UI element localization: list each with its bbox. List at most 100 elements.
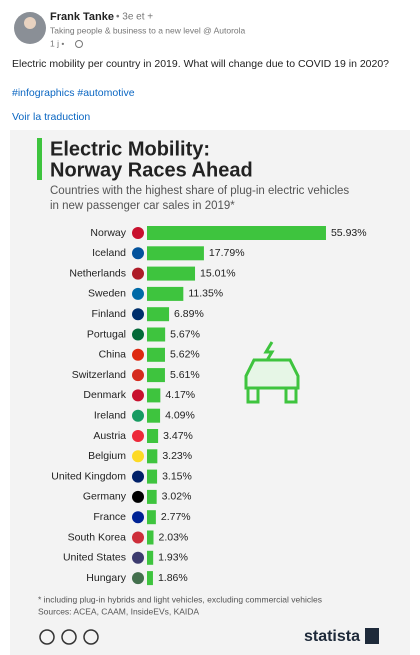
flag (132, 328, 144, 341)
value-label: 3.23% (162, 450, 192, 462)
category-label: China (99, 349, 127, 361)
flag (132, 450, 144, 463)
bar (147, 449, 158, 464)
category-label: Iceland (92, 247, 126, 259)
car-wheel (284, 386, 298, 404)
car-wheel (246, 386, 260, 404)
bar (147, 266, 196, 281)
bar (147, 530, 154, 545)
car-icon (244, 341, 300, 404)
flag (132, 369, 144, 382)
value-label: 2.03% (158, 531, 188, 543)
value-label: 17.79% (209, 247, 245, 259)
nd-icon (83, 629, 99, 645)
title-accent (37, 138, 42, 180)
value-label: 5.61% (170, 369, 200, 381)
value-label: 55.93% (331, 227, 367, 239)
value-label: 15.01% (200, 267, 236, 279)
value-label: 4.09% (165, 409, 195, 421)
flag (132, 308, 144, 321)
bar (147, 550, 154, 565)
chart-title: Norway Races Ahead (50, 159, 253, 181)
category-label: South Korea (68, 531, 127, 543)
category-label: France (93, 511, 126, 523)
logo-mark (365, 628, 379, 644)
flag (132, 389, 144, 402)
license-icons (39, 629, 99, 645)
hashtags[interactable]: #infographics #automotive (12, 87, 135, 99)
value-label: 3.02% (162, 491, 192, 503)
bar (147, 388, 161, 403)
value-label: 4.17% (165, 389, 195, 401)
bar (147, 469, 158, 484)
post-time: 1 j • (50, 38, 64, 48)
bar (147, 307, 170, 322)
bar (147, 327, 166, 342)
bar (147, 571, 153, 586)
chart-subtitle: in new passenger car sales in 2019* (50, 200, 235, 212)
bar (147, 286, 184, 301)
logo: statista (304, 628, 360, 645)
chart-subtitle: Countries with the highest share of plug… (50, 185, 349, 197)
translate-link[interactable]: Voir la traduction (12, 111, 90, 123)
value-label: 6.89% (174, 308, 204, 320)
flag (132, 572, 144, 585)
bar (147, 226, 326, 240)
bar (147, 429, 159, 443)
avatar-face (24, 17, 36, 29)
cc-icon (39, 629, 55, 645)
footnote: * including plug-in hybrids and light ve… (38, 594, 322, 604)
category-label: Germany (83, 491, 127, 503)
post-text: Electric mobility per country in 2019. W… (12, 58, 389, 70)
headline: Taking people & business to a new level … (50, 25, 246, 35)
category-label: Denmark (83, 389, 126, 401)
flag (132, 470, 144, 483)
value-label: 5.62% (170, 349, 200, 361)
chart-title: Electric Mobility: (50, 138, 210, 160)
flag (132, 490, 144, 503)
value-label: 1.93% (158, 552, 188, 564)
flag (132, 227, 144, 239)
by-icon (61, 629, 77, 645)
category-label: Sweden (88, 288, 126, 300)
category-label: Netherlands (69, 267, 126, 279)
flag (132, 267, 144, 280)
bar (147, 489, 157, 504)
category-label: United States (63, 552, 126, 564)
category-label: Austria (93, 430, 126, 442)
category-label: Finland (92, 308, 127, 320)
category-label: Portugal (87, 328, 126, 340)
bar (147, 408, 161, 423)
value-label: 3.15% (162, 470, 192, 482)
category-label: Ireland (94, 409, 126, 421)
author-name[interactable]: Frank Tanke (50, 11, 114, 23)
car-body (244, 358, 300, 390)
value-label: 5.67% (170, 328, 200, 340)
flag (132, 511, 144, 524)
infographic (10, 130, 410, 655)
flag (132, 287, 144, 300)
bar (147, 510, 156, 525)
bar (147, 347, 165, 362)
category-label: Belgium (88, 450, 126, 462)
value-label: 2.77% (161, 511, 191, 523)
globe-icon (75, 40, 83, 48)
value-label: 3.47% (163, 430, 193, 442)
category-label: Norway (90, 227, 126, 239)
value-label: 11.35% (188, 288, 223, 300)
flag (132, 551, 144, 564)
chart: Electric Mobility:Norway Races Ahead Coun… (38, 138, 367, 645)
flag (132, 247, 144, 260)
category-label: Hungary (86, 572, 126, 584)
category-label: Switzerland (72, 369, 126, 381)
category-label: United Kingdom (51, 470, 126, 482)
flag (132, 430, 144, 442)
bar (147, 246, 204, 261)
bolt (263, 341, 275, 363)
flag (132, 348, 144, 361)
bar (147, 368, 165, 383)
value-label: 1.86% (158, 572, 188, 584)
flag (132, 531, 144, 544)
connection-degree: • 3e et + (116, 12, 153, 23)
